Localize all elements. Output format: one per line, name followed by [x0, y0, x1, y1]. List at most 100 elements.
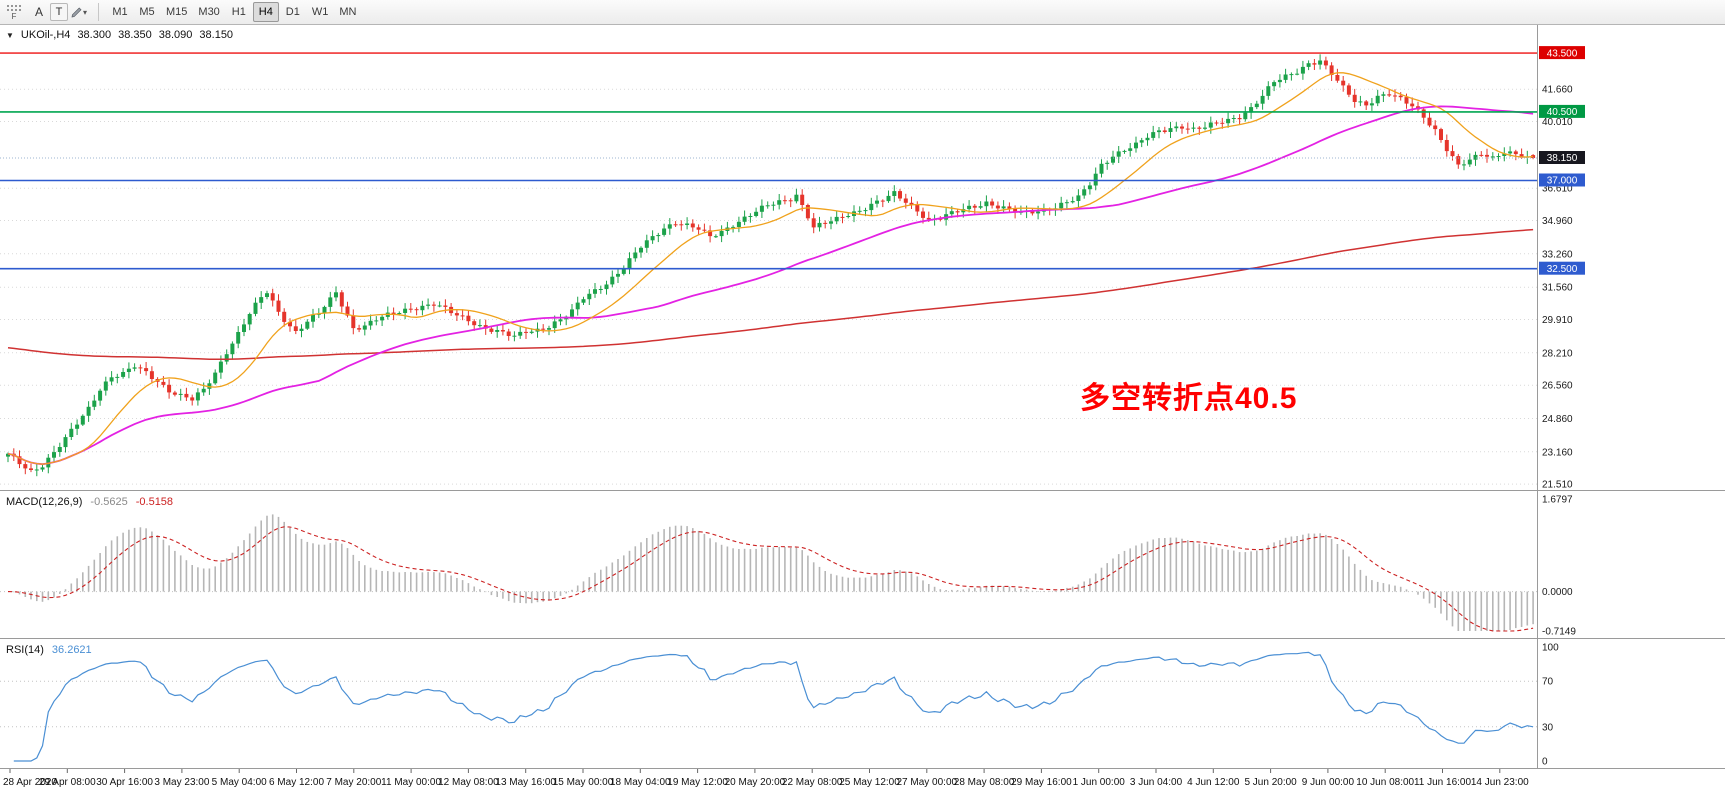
candle — [627, 258, 632, 268]
candle — [121, 372, 126, 377]
candle — [80, 415, 85, 425]
candle — [161, 381, 166, 385]
candle — [57, 447, 62, 452]
candle — [52, 452, 56, 458]
timeframe-m30-button[interactable]: M30 — [193, 2, 224, 22]
candle — [639, 247, 643, 253]
candle — [817, 222, 822, 228]
candle — [1013, 208, 1018, 213]
candle — [1318, 60, 1323, 65]
timeframe-m15-button[interactable]: M15 — [161, 2, 192, 22]
candle — [702, 229, 707, 231]
candle — [1007, 206, 1012, 209]
timeframe-mn-button[interactable]: MN — [334, 2, 361, 22]
candle — [518, 331, 523, 336]
time-axis-label: 30 Apr 16:00 — [96, 777, 153, 788]
candle — [696, 227, 701, 230]
candle — [892, 191, 897, 196]
candle — [1496, 156, 1501, 157]
toolbar-f-label: F — [11, 11, 17, 21]
candle — [667, 224, 672, 229]
candle — [1277, 79, 1282, 83]
candle — [115, 376, 120, 378]
candle — [771, 204, 776, 206]
candle — [477, 325, 482, 327]
grid-dots-icon[interactable] — [6, 4, 22, 13]
price-axis-label: 40.010 — [1542, 117, 1573, 128]
candle — [1283, 74, 1288, 80]
candle — [1203, 127, 1207, 129]
chart-window[interactable]: 41.660 40.010 36.610 34.960 33.260 31.560 29.9… — [0, 25, 1725, 795]
candle — [1433, 125, 1438, 130]
candle — [690, 223, 695, 228]
text-tool-button[interactable]: T — [50, 3, 68, 21]
candle — [443, 305, 448, 307]
top-toolbar: F A T ▾ M1 M5 M15 M30 H1 H4 D1 W1 MN — [0, 0, 1725, 25]
timeframe-w1-button[interactable]: W1 — [307, 2, 334, 22]
candle — [1306, 63, 1311, 67]
candle — [547, 328, 551, 330]
candle — [1214, 122, 1219, 124]
time-axis-label: 20 May 20:00 — [725, 777, 786, 788]
candle — [29, 468, 33, 470]
price-chart[interactable]: 41.660 40.010 36.610 34.960 33.260 31.560 29.9… — [0, 25, 1725, 491]
candle — [265, 293, 269, 297]
candle — [1329, 65, 1334, 75]
macd-panel[interactable]: 1.6797 0.0000 -0.7149 — [0, 491, 1725, 639]
candle — [604, 284, 609, 290]
candle — [328, 297, 333, 307]
time-axis-label: 1 Jun 00:00 — [1073, 777, 1126, 788]
candle — [541, 328, 546, 330]
time-axis-label: 28 May 08:00 — [954, 777, 1015, 788]
timeframe-h1-button[interactable]: H1 — [226, 2, 252, 22]
candle — [98, 390, 103, 401]
chart-dropdown-icon[interactable]: ▼ — [6, 30, 14, 40]
candle — [276, 300, 281, 312]
candle — [995, 205, 1000, 209]
macd-axis-label: 1.6797 — [1542, 495, 1573, 506]
font-tool-button[interactable]: A — [28, 2, 50, 22]
price-badge-value: 40.500 — [1547, 107, 1578, 118]
candle — [368, 320, 373, 326]
candle — [1168, 128, 1173, 132]
candle — [466, 315, 471, 322]
macd-axis-label: 0.0000 — [1542, 587, 1573, 598]
candle — [6, 453, 10, 457]
candle — [242, 324, 246, 332]
time-axis-label: 29 Apr 08:00 — [39, 777, 96, 788]
candle — [938, 218, 943, 220]
candle — [374, 320, 379, 322]
macd-axis-label: -0.7149 — [1542, 627, 1576, 638]
time-axis-label: 3 May 23:00 — [154, 777, 209, 788]
candle — [679, 224, 684, 226]
timeframe-m1-button[interactable]: M1 — [107, 2, 133, 22]
price-badge — [1539, 261, 1585, 275]
timeframe-h4-button[interactable]: H4 — [252, 2, 279, 22]
time-axis-label: 9 Jun 00:00 — [1302, 777, 1355, 788]
candle — [259, 297, 264, 303]
candle — [40, 467, 45, 470]
candle — [207, 383, 212, 389]
time-axis-label: 5 May 04:00 — [212, 777, 267, 788]
candle — [713, 236, 718, 238]
time-axis-label: 12 May 08:00 — [438, 777, 499, 788]
ma-medium-line — [7, 105, 1534, 466]
rsi-panel[interactable]: 100 70 30 0 — [0, 639, 1725, 769]
candle — [1220, 122, 1225, 124]
draw-tool-button[interactable]: ▾ — [68, 2, 90, 22]
candle — [1226, 118, 1231, 124]
timeframe-m5-button[interactable]: M5 — [134, 2, 160, 22]
rsi-label: RSI(14) 36.2621 — [6, 644, 92, 656]
candle — [857, 210, 862, 212]
candle — [1243, 112, 1248, 120]
price-badge-value: 43.500 — [1547, 48, 1578, 59]
candle — [886, 195, 891, 202]
timeframe-d1-button[interactable]: D1 — [280, 2, 306, 22]
candle — [1508, 151, 1513, 154]
candle — [621, 268, 626, 274]
candle — [1398, 95, 1403, 98]
ohlc-close: 38.150 — [199, 29, 234, 41]
candle — [1462, 164, 1466, 166]
price-axis-label: 41.660 — [1542, 85, 1573, 96]
